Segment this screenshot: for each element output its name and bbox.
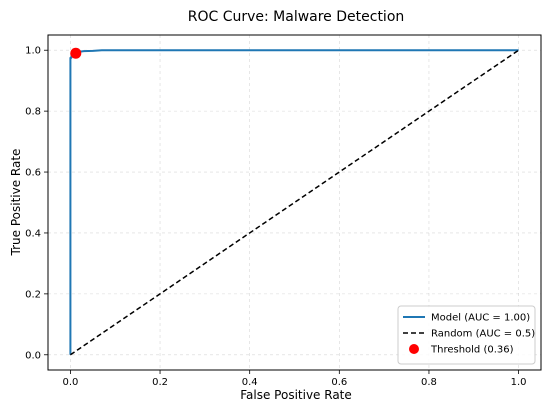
- x-tick-label: 0.2: [152, 377, 168, 388]
- x-tick-label: 0.0: [62, 377, 78, 388]
- y-tick-label: 1.0: [25, 46, 41, 57]
- y-axis-label: True Positive Rate: [9, 149, 23, 257]
- x-axis-label: False Positive Rate: [240, 388, 352, 402]
- legend-label: Random (AUC = 0.5): [431, 329, 535, 340]
- x-tick-label: 1.0: [511, 377, 527, 388]
- threshold-marker: [70, 47, 82, 59]
- x-tick-label: 0.8: [421, 377, 437, 388]
- legend-label: Threshold (0.36): [430, 345, 514, 356]
- y-tick-label: 0.0: [25, 350, 41, 361]
- chart-title: ROC Curve: Malware Detection: [188, 9, 405, 25]
- random-line: [69, 49, 520, 356]
- legend-box: [397, 305, 536, 365]
- y-tick-label: 0.6: [25, 168, 41, 179]
- series-layer: [69, 47, 520, 356]
- y-tick-label: 0.2: [25, 289, 41, 300]
- y-tick-label: 0.4: [25, 228, 41, 239]
- plot-frame: [47, 34, 542, 371]
- x-tick-label: 0.6: [331, 377, 347, 388]
- legend-label: Model (AUC = 1.00): [431, 313, 530, 324]
- legend: Model (AUC = 1.00) Random (AUC = 0.5) Thre…: [397, 305, 536, 365]
- ticks: 0.0 0.2 0.4 0.6 0.8 1.0 0.0 0.2 0.4 0.6 0.8 1.0: [25, 46, 526, 388]
- y-tick-label: 0.8: [25, 107, 41, 118]
- x-tick-label: 0.4: [242, 377, 258, 388]
- legend-marker: [409, 344, 419, 354]
